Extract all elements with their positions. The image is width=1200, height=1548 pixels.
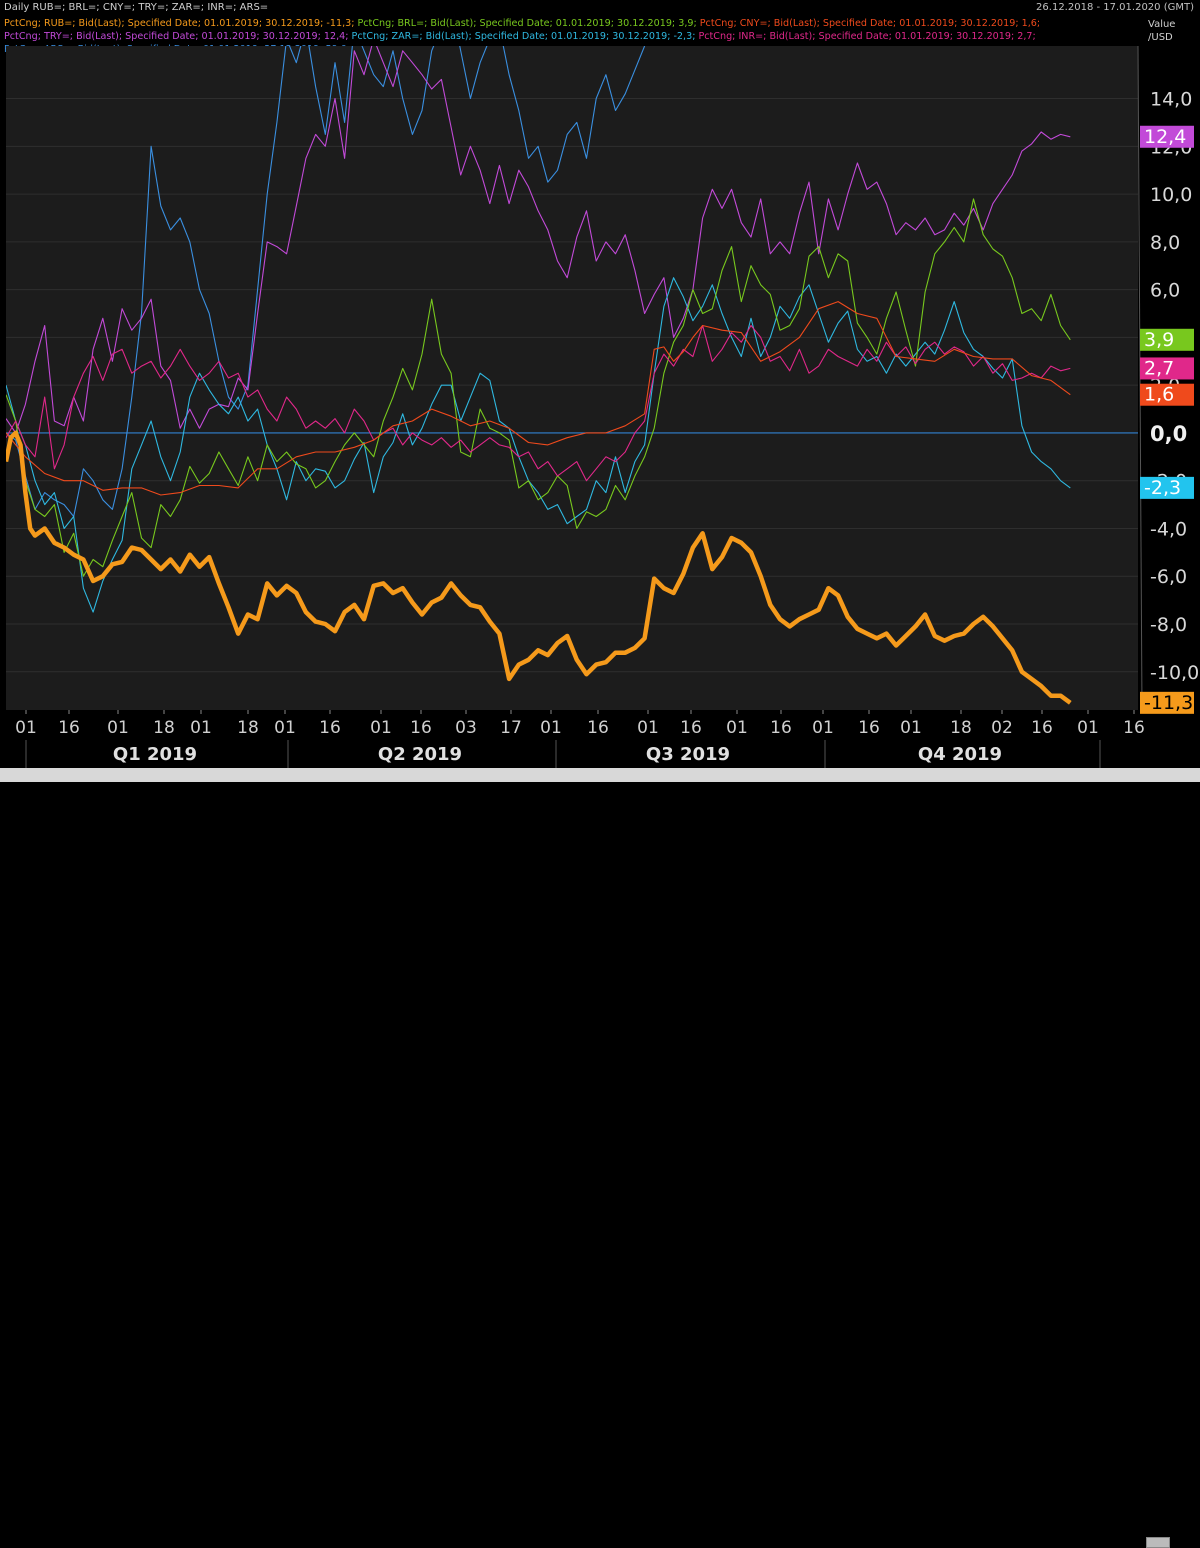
series-line-rub [6, 430, 1072, 705]
series-line-zar [6, 277, 1071, 613]
x-tick-label: 16 [58, 718, 80, 738]
y-tick-label: 10,0 [1150, 184, 1192, 206]
x-tick-label: 01 [190, 718, 212, 738]
end-tag-try [1140, 125, 1194, 148]
series-line-try [6, 46, 1071, 434]
x-tick-label: 16 [319, 718, 341, 738]
x-tick-label: 01 [637, 718, 659, 738]
unit-line-currency: /USD [1148, 32, 1173, 43]
x-tick-label: 01 [726, 718, 748, 738]
y-tick-label: 14,0 [1150, 89, 1192, 111]
x-tick-label: 18 [950, 718, 972, 738]
chart-header: Daily RUB=; BRL=; CNY=; TRY=; ZAR=; INR=… [0, 0, 1200, 55]
x-tick-label: 16 [587, 718, 609, 738]
x-tick-label: 16 [1031, 718, 1053, 738]
x-tick-label: 01 [370, 718, 392, 738]
series-line-brl [6, 198, 1071, 577]
x-tick-label: 03 [455, 718, 477, 738]
legend-entry: PctCng; RUB=; Bid(Last); Specified Date;… [4, 18, 358, 29]
legend-entry: PctCng; ZAR=; Bid(Last); Specified Date;… [351, 31, 699, 42]
end-tag-rub [1140, 691, 1194, 714]
end-tag-label: 1,6 [1144, 384, 1174, 406]
series-line-ars [6, 46, 646, 518]
legend-entry: PctCng; BRL=; Bid(Last); Specified Date;… [357, 18, 700, 29]
series-line-cny [6, 301, 1071, 496]
y-tick-label: -10,0 [1150, 662, 1199, 684]
bottom-scrollbar[interactable] [0, 768, 1200, 1548]
date-range: 26.12.2018 - 17.01.2020 (GMT) [1036, 2, 1194, 13]
unit-line-value: Value [1148, 19, 1176, 30]
x-tick-label: 18 [237, 718, 259, 738]
legend-entry: PctCng; TRY=; Bid(Last); Specified Date;… [4, 31, 352, 42]
quarter-label: Q2 2019 [378, 744, 462, 765]
quarter-label: Q3 2019 [646, 744, 730, 765]
x-tick-label: 01 [15, 718, 37, 738]
x-tick-label: 16 [410, 718, 432, 738]
x-tick-label: 01 [812, 718, 834, 738]
end-tag-label: -2,3 [1144, 477, 1181, 499]
legend-entry: PctCng; INR=; Bid(Last); Specified Date;… [698, 31, 1036, 42]
x-tick-label: 16 [858, 718, 880, 738]
x-tick-label: 01 [540, 718, 562, 738]
end-tag-inr [1140, 357, 1194, 380]
quarter-label: Q4 2019 [918, 744, 1002, 765]
end-tag-label: 3,9 [1144, 329, 1174, 351]
x-tick-label: 18 [153, 718, 175, 738]
plot-area [6, 46, 1138, 710]
quarter-label: Q1 2019 [113, 744, 197, 765]
end-tag-zar [1140, 476, 1194, 499]
y-tick-label: -4,0 [1150, 518, 1187, 540]
x-tick-label: 02 [991, 718, 1013, 738]
y-tick-label: -8,0 [1150, 614, 1187, 636]
chart-title: Daily RUB=; BRL=; CNY=; TRY=; ZAR=; INR=… [4, 2, 269, 13]
chart-plot[interactable]: 01 16 01 18 01 18 01 16 01 16 03 17 01 16 01 16 01 16 01 16… [0, 0, 1200, 782]
x-tick-label: 16 [1123, 718, 1145, 738]
x-tick-label: 16 [680, 718, 702, 738]
end-tag-label: -11,3 [1144, 692, 1193, 714]
x-tick-label: 01 [1077, 718, 1099, 738]
y-tick-label: 6,0 [1150, 280, 1180, 302]
scroll-thumb[interactable] [1146, 1537, 1170, 1548]
legend-entry: PctCng; CNY=; Bid(Last); Specified Date;… [699, 18, 1041, 29]
x-tick-label: 01 [107, 718, 129, 738]
end-tag-label: 2,7 [1144, 357, 1174, 379]
series-line-inr [6, 324, 1071, 482]
end-tag-brl [1140, 328, 1194, 351]
unit-label: Value /USD [1148, 18, 1175, 44]
y-tick-label-zero: 0,0 [1150, 422, 1187, 446]
x-tick-label: 01 [274, 718, 296, 738]
y-tick-label: 8,0 [1150, 232, 1180, 254]
x-tick-label: 16 [770, 718, 792, 738]
x-tick-label: 17 [500, 718, 522, 738]
end-tag-cny [1140, 383, 1194, 406]
y-tick-label: -6,0 [1150, 566, 1187, 588]
end-tag-label: 12,4 [1144, 126, 1186, 148]
x-tick-label: 01 [900, 718, 922, 738]
